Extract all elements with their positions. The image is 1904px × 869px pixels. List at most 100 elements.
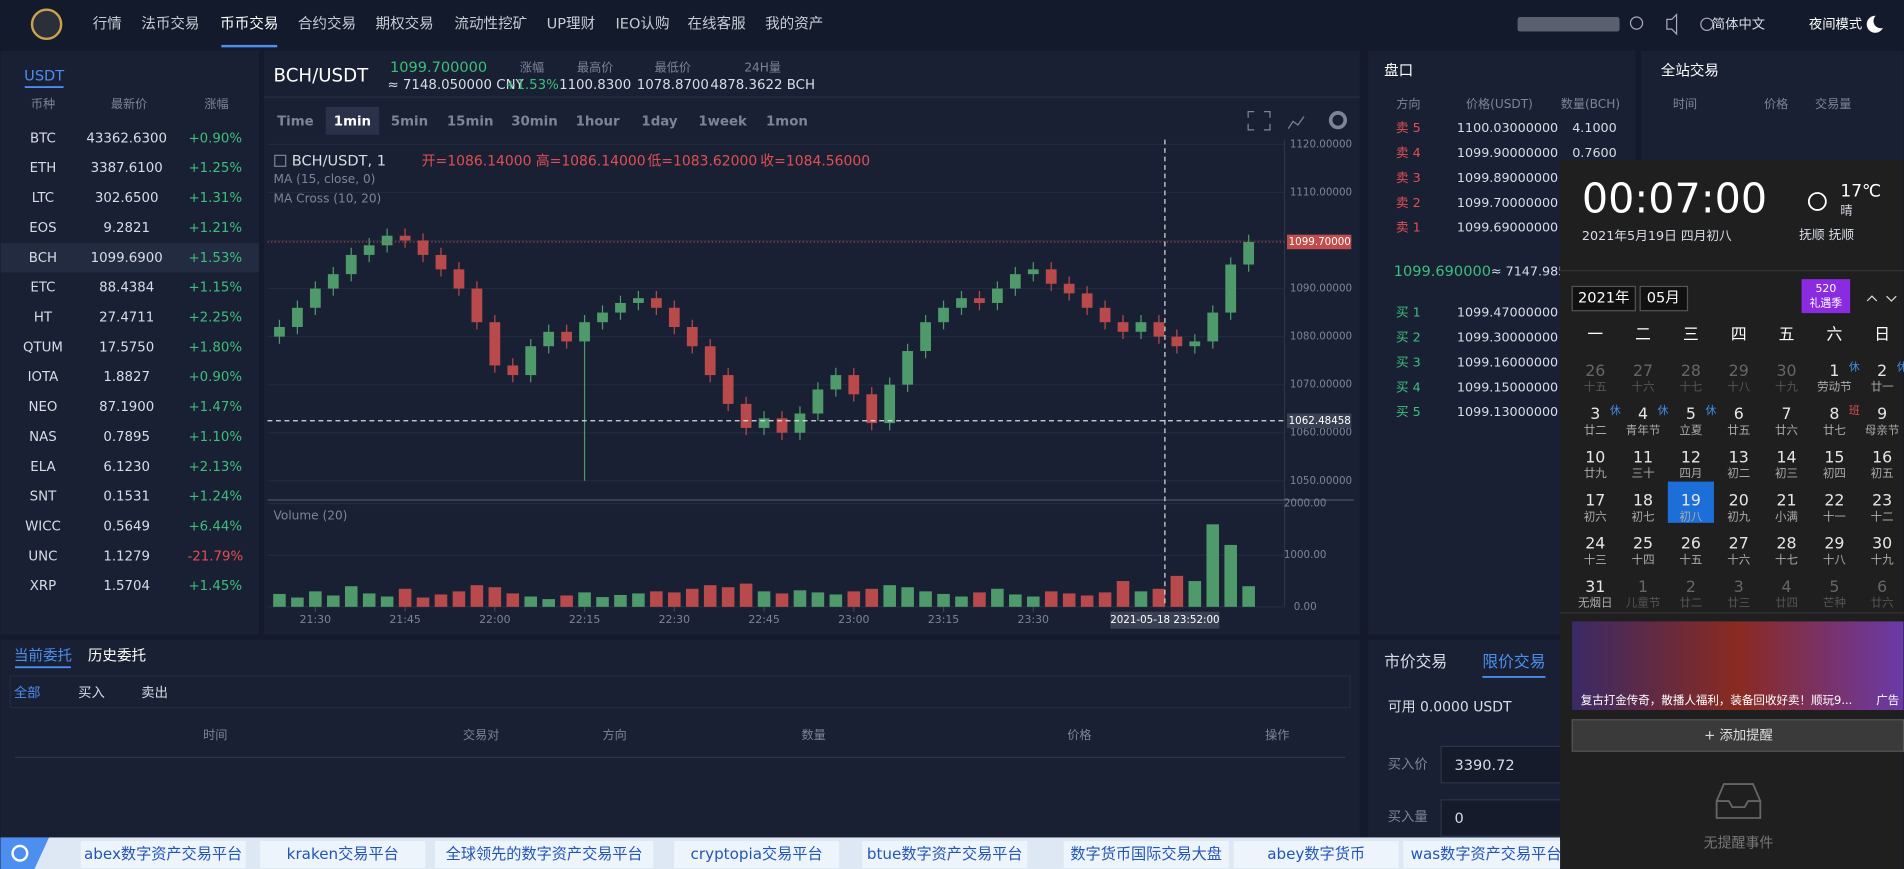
market-symbol[interactable]: ELA: [30, 460, 56, 475]
interval-button[interactable]: 1week: [698, 114, 748, 129]
orders-tab[interactable]: 当前委托: [14, 648, 72, 665]
orders-filter[interactable]: 全部: [14, 684, 41, 701]
month-select[interactable]: [1639, 285, 1689, 312]
market-change[interactable]: +2.25%: [189, 311, 243, 326]
market-price[interactable]: 1099.6900: [91, 251, 163, 266]
day-number[interactable]: 18: [1633, 491, 1653, 510]
day-number[interactable]: 11: [1633, 447, 1653, 466]
day-number[interactable]: 6: [1877, 577, 1887, 596]
day-number[interactable]: 8: [1829, 404, 1839, 423]
orders-filter[interactable]: 卖出: [141, 685, 168, 701]
market-price[interactable]: 17.5750: [99, 340, 154, 355]
user-icon[interactable]: [1629, 16, 1644, 30]
form-tab[interactable]: 市价交易: [1384, 652, 1447, 671]
day-number[interactable]: 23: [1872, 491, 1892, 510]
market-symbol[interactable]: BCH: [29, 251, 57, 266]
nav-item[interactable]: 合约交易: [298, 14, 356, 32]
footer-link[interactable]: was数字资产交易平台: [1411, 845, 1562, 863]
footer-link[interactable]: 数字货币国际交易大盘: [1070, 845, 1222, 863]
nav-item[interactable]: UP理财: [547, 15, 596, 32]
market-symbol[interactable]: UNC: [28, 549, 57, 564]
day-number[interactable]: 20: [1729, 491, 1749, 510]
amount-input[interactable]: [1440, 799, 1576, 837]
market-change[interactable]: +2.13%: [189, 460, 243, 475]
day-number[interactable]: 1: [1829, 361, 1839, 380]
day-number[interactable]: 3: [1734, 577, 1744, 596]
fullscreen-icon[interactable]: [1247, 111, 1271, 131]
day-number[interactable]: 30: [1872, 534, 1892, 553]
year-select[interactable]: [1571, 285, 1636, 312]
day-number[interactable]: 7: [1782, 404, 1792, 423]
nav-item[interactable]: 币币交易: [220, 14, 278, 32]
market-price[interactable]: 43362.6300: [86, 131, 167, 146]
interval-button[interactable]: 30min: [511, 114, 558, 129]
market-change[interactable]: +1.45%: [189, 579, 243, 594]
footer-link[interactable]: abey数字货币: [1267, 845, 1365, 863]
day-number[interactable]: 29: [1824, 534, 1844, 553]
interval-button[interactable]: 1hour: [576, 114, 620, 129]
night-mode-toggle[interactable]: 夜间模式: [1809, 16, 1862, 32]
nav-item[interactable]: IEO认购: [615, 15, 669, 32]
market-change[interactable]: +1.53%: [189, 251, 243, 266]
day-number[interactable]: 13: [1729, 447, 1749, 466]
market-symbol[interactable]: ETC: [30, 281, 55, 296]
footer-link[interactable]: kraken交易平台: [287, 845, 399, 863]
market-symbol[interactable]: NAS: [29, 430, 57, 445]
day-number[interactable]: 25: [1633, 534, 1653, 553]
market-price[interactable]: 0.1531: [103, 490, 150, 505]
market-price[interactable]: 1.1279: [103, 549, 150, 564]
footer-link[interactable]: abex数字资产交易平台: [84, 845, 242, 863]
market-change[interactable]: +0.90%: [189, 131, 243, 146]
nav-item[interactable]: 期权交易: [376, 14, 434, 32]
day-number[interactable]: 30: [1777, 361, 1797, 380]
footer-link[interactable]: 全球领先的数字资产交易平台: [446, 845, 643, 863]
add-reminder-label[interactable]: + 添加提醒: [1704, 727, 1773, 743]
market-symbol[interactable]: XRP: [30, 579, 56, 594]
market-change[interactable]: +1.21%: [189, 221, 243, 236]
indicator-icon[interactable]: [1287, 116, 1305, 129]
market-change[interactable]: +1.24%: [189, 490, 243, 505]
market-price[interactable]: 0.5649: [103, 519, 150, 534]
day-number[interactable]: 4: [1782, 577, 1792, 596]
day-number[interactable]: 27: [1729, 534, 1749, 553]
market-symbol[interactable]: HT: [34, 311, 53, 326]
ad-image[interactable]: [1572, 621, 1904, 711]
market-price[interactable]: 6.1230: [103, 460, 150, 475]
sound-icon[interactable]: [1666, 13, 1678, 36]
day-number[interactable]: 19: [1681, 491, 1701, 510]
day-number[interactable]: 28: [1777, 534, 1797, 553]
day-number[interactable]: 1: [1638, 577, 1648, 596]
nav-item[interactable]: 在线客服: [687, 15, 746, 32]
market-price[interactable]: 302.6500: [95, 191, 159, 206]
market-price[interactable]: 9.2821: [103, 221, 150, 236]
day-number[interactable]: 4: [1638, 404, 1648, 423]
market-tab[interactable]: USDT: [24, 67, 64, 84]
market-change[interactable]: +1.15%: [189, 281, 243, 296]
market-symbol[interactable]: SNT: [30, 490, 57, 505]
nav-item[interactable]: 法币交易: [141, 14, 199, 32]
market-symbol[interactable]: LTC: [32, 191, 54, 206]
market-symbol[interactable]: EOS: [29, 221, 56, 236]
day-number[interactable]: 9: [1877, 404, 1887, 423]
market-change[interactable]: +1.31%: [189, 191, 243, 206]
day-number[interactable]: 17: [1585, 491, 1605, 510]
day-number[interactable]: 3: [1590, 404, 1600, 423]
interval-button[interactable]: 1min: [334, 114, 371, 129]
market-price[interactable]: 27.4711: [99, 311, 154, 326]
day-number[interactable]: 29: [1729, 361, 1749, 380]
day-number[interactable]: 10: [1585, 447, 1605, 466]
day-number[interactable]: 26: [1681, 534, 1701, 553]
form-tab[interactable]: 限价交易: [1482, 652, 1545, 671]
market-symbol[interactable]: QTUM: [23, 340, 63, 355]
market-price[interactable]: 87.1900: [99, 400, 154, 415]
market-change[interactable]: +6.44%: [189, 519, 243, 534]
interval-button[interactable]: 1mon: [766, 114, 808, 129]
nav-item[interactable]: 流动性挖矿: [454, 15, 527, 32]
market-change[interactable]: +1.25%: [189, 161, 243, 176]
day-number[interactable]: 2: [1686, 577, 1696, 596]
market-symbol[interactable]: WICC: [25, 519, 61, 534]
day-number[interactable]: 31: [1585, 577, 1605, 596]
market-price[interactable]: 1.5704: [103, 579, 150, 594]
interval-button[interactable]: 5min: [391, 114, 428, 129]
day-number[interactable]: 26: [1585, 361, 1605, 380]
